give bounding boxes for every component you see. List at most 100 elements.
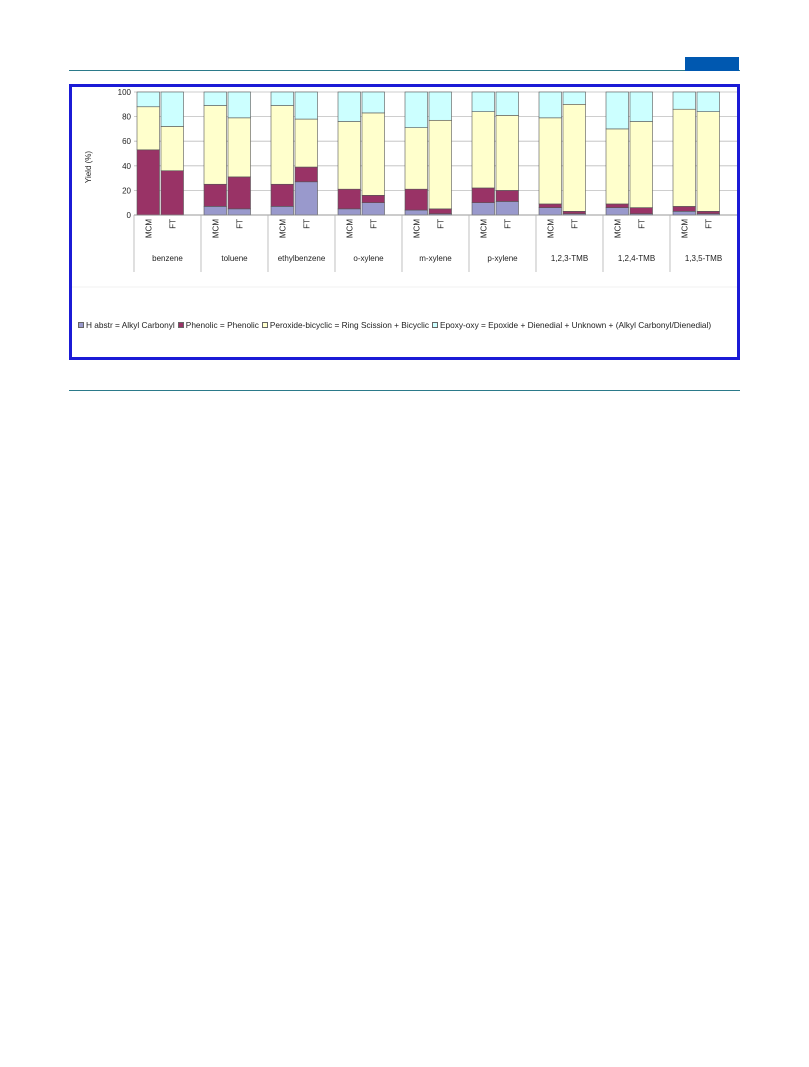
bar-segment-1-2-3-tmb-mcm-epoxy-oxy: [538, 91, 562, 119]
group-label: benzene: [152, 254, 183, 263]
bar-segment-p-xylene-mcm-peroxide-bicyclic: [471, 111, 495, 189]
bar-segment-ethylbenzene-mcm-epoxy-oxy: [270, 91, 294, 106]
bar-segment-m-xylene-mcm-epoxy-oxy: [404, 91, 428, 128]
bar-segment-p-xylene-mcm-epoxy-oxy: [471, 91, 495, 112]
bar-label: FT: [302, 219, 311, 229]
bar-segment-1-2-3-tmb-mcm-peroxide-bicyclic: [538, 117, 562, 205]
bar-segment-o-xylene-ft-peroxide-bicyclic: [361, 112, 385, 196]
bar-segment-1-3-5-tmb-ft-epoxy-oxy: [696, 91, 720, 112]
group-label: toluene: [221, 254, 248, 263]
bar-segment-1-2-3-tmb-mcm-phenolic: [538, 203, 562, 208]
bar-segment-benzene-ft-phenolic: [160, 170, 184, 216]
bar-segment-o-xylene-ft-h-abstr: [361, 202, 385, 216]
bar-label: FT: [369, 219, 378, 229]
bar-segment-1-2-4-tmb-ft-phenolic: [629, 207, 653, 215]
group-label: 1,2,3-TMB: [551, 254, 588, 263]
legend-swatch: [78, 322, 84, 328]
legend-label: Epoxy-oxy = Epoxide + Dienedial + Unknow…: [439, 320, 712, 330]
bottom-rule: [69, 390, 740, 391]
bar-segment-1-2-4-tmb-mcm-peroxide-bicyclic: [605, 128, 629, 205]
legend-swatch: [261, 322, 268, 328]
bar-segment-p-xylene-ft-peroxide-bicyclic: [495, 115, 519, 191]
bar-segment-toluene-ft-h-abstr: [227, 208, 251, 216]
bar-segment-m-xylene-mcm-phenolic: [404, 188, 428, 211]
legend-swatch: [177, 322, 184, 328]
bar-segment-toluene-ft-phenolic: [227, 176, 251, 210]
bar-segment-o-xylene-ft-phenolic: [361, 195, 385, 203]
bar-segment-p-xylene-mcm-h-abstr: [471, 202, 495, 216]
top-rule: [69, 70, 740, 71]
bar-segment-toluene-mcm-epoxy-oxy: [203, 91, 227, 106]
bar-segment-o-xylene-ft-epoxy-oxy: [361, 91, 385, 114]
bar-label: FT: [637, 219, 646, 229]
bar-segment-benzene-mcm-phenolic: [136, 149, 160, 216]
bar-segment-1-3-5-tmb-ft-phenolic: [696, 211, 720, 215]
bar-segment-p-xylene-ft-h-abstr: [495, 201, 519, 216]
bar-segment-o-xylene-mcm-phenolic: [337, 188, 361, 210]
bar-segment-1-2-4-tmb-mcm-epoxy-oxy: [605, 91, 629, 130]
group-label: 1,2,4-TMB: [618, 254, 655, 263]
bar-segment-p-xylene-ft-phenolic: [495, 190, 519, 202]
legend-item-peroxide-bicyclic: Peroxide-bicyclic = Ring Scission + Bicy…: [261, 320, 429, 330]
bar-label: FT: [704, 219, 713, 229]
legend-label: Peroxide-bicyclic = Ring Scission + Bicy…: [269, 320, 429, 330]
bar-label: MCM: [613, 219, 622, 238]
bar-segment-1-2-3-tmb-mcm-h-abstr: [538, 207, 562, 216]
bar-segment-1-2-4-tmb-mcm-phenolic: [605, 203, 629, 208]
legend-label: Phenolic = Phenolic: [185, 320, 259, 330]
y-tick-label: 100: [118, 88, 132, 97]
bar-label: MCM: [680, 219, 689, 238]
bar-segment-m-xylene-ft-peroxide-bicyclic: [428, 119, 452, 210]
group-label: p-xylene: [487, 254, 518, 263]
bar-segment-1-3-5-tmb-mcm-h-abstr: [672, 211, 696, 216]
bar-segment-ethylbenzene-mcm-h-abstr: [270, 206, 294, 216]
group-label: m-xylene: [419, 254, 452, 263]
bar-segment-m-xylene-ft-epoxy-oxy: [428, 91, 452, 121]
bar-segment-toluene-mcm-phenolic: [203, 183, 227, 207]
stacked-bar-chart: 0 20 40 60 80 100 MCM FT benzene MCM FT toluene MCM F…: [72, 88, 737, 288]
bar-label: MCM: [479, 219, 488, 238]
bar-segment-1-2-3-tmb-ft-phenolic: [562, 211, 586, 215]
bar-segment-benzene-ft-epoxy-oxy: [160, 91, 184, 127]
legend-swatch: [431, 322, 438, 328]
bar-segment-ethylbenzene-ft-h-abstr: [294, 181, 318, 216]
bar-segment-toluene-ft-epoxy-oxy: [227, 91, 251, 119]
bar-segment-ethylbenzene-mcm-peroxide-bicyclic: [270, 105, 294, 185]
bar-segment-ethylbenzene-ft-epoxy-oxy: [294, 91, 318, 120]
bar-label: MCM: [345, 219, 354, 238]
bar-segment-1-2-4-tmb-mcm-h-abstr: [605, 207, 629, 216]
bar-label: MCM: [144, 219, 153, 238]
bar-segment-benzene-ft-peroxide-bicyclic: [160, 126, 184, 172]
y-tick-label: 60: [122, 137, 131, 146]
bar-segment-benzene-mcm-peroxide-bicyclic: [136, 106, 160, 151]
bar-label: MCM: [412, 219, 421, 238]
group-label: o-xylene: [353, 254, 384, 263]
y-tick-label: 0: [127, 211, 132, 220]
bar-segment-ethylbenzene-ft-phenolic: [294, 166, 318, 183]
bar-segment-m-xylene-ft-phenolic: [428, 208, 452, 215]
legend-item-h-abstr: H abstr = Alkyl Carbonyl: [78, 320, 175, 330]
bar-segment-toluene-mcm-peroxide-bicyclic: [203, 105, 227, 185]
bar-segment-toluene-ft-peroxide-bicyclic: [227, 117, 251, 178]
bar-segment-1-3-5-tmb-mcm-epoxy-oxy: [672, 91, 696, 110]
bar-segment-o-xylene-mcm-peroxide-bicyclic: [337, 121, 361, 190]
bar-label: MCM: [211, 219, 220, 238]
bar-segment-p-xylene-mcm-phenolic: [471, 187, 495, 204]
y-tick-label: 40: [122, 162, 131, 171]
bar-label: FT: [436, 219, 445, 229]
legend-item-phenolic: Phenolic = Phenolic: [177, 320, 259, 330]
bar-label: FT: [570, 219, 579, 229]
legend-item-epoxy-oxy: Epoxy-oxy = Epoxide + Dienedial + Unknow…: [431, 320, 712, 330]
y-axis-label: Yield (%): [84, 151, 93, 183]
bar-segment-toluene-mcm-h-abstr: [203, 206, 227, 216]
bar-segment-o-xylene-mcm-h-abstr: [337, 208, 361, 216]
group-label: ethylbenzene: [278, 254, 326, 263]
bar-segment-m-xylene-mcm-peroxide-bicyclic: [404, 127, 428, 190]
bar-segment-1-3-5-tmb-mcm-phenolic: [672, 206, 696, 212]
y-tick-label: 80: [122, 113, 131, 122]
bar-label: FT: [503, 219, 512, 229]
chart-legend: H abstr = Alkyl Carbonyl Phenolic = Pheno…: [78, 320, 734, 330]
bar-segment-1-3-5-tmb-mcm-peroxide-bicyclic: [672, 108, 696, 207]
bar-segment-m-xylene-mcm-h-abstr: [404, 209, 428, 216]
bar-label: FT: [235, 219, 244, 229]
